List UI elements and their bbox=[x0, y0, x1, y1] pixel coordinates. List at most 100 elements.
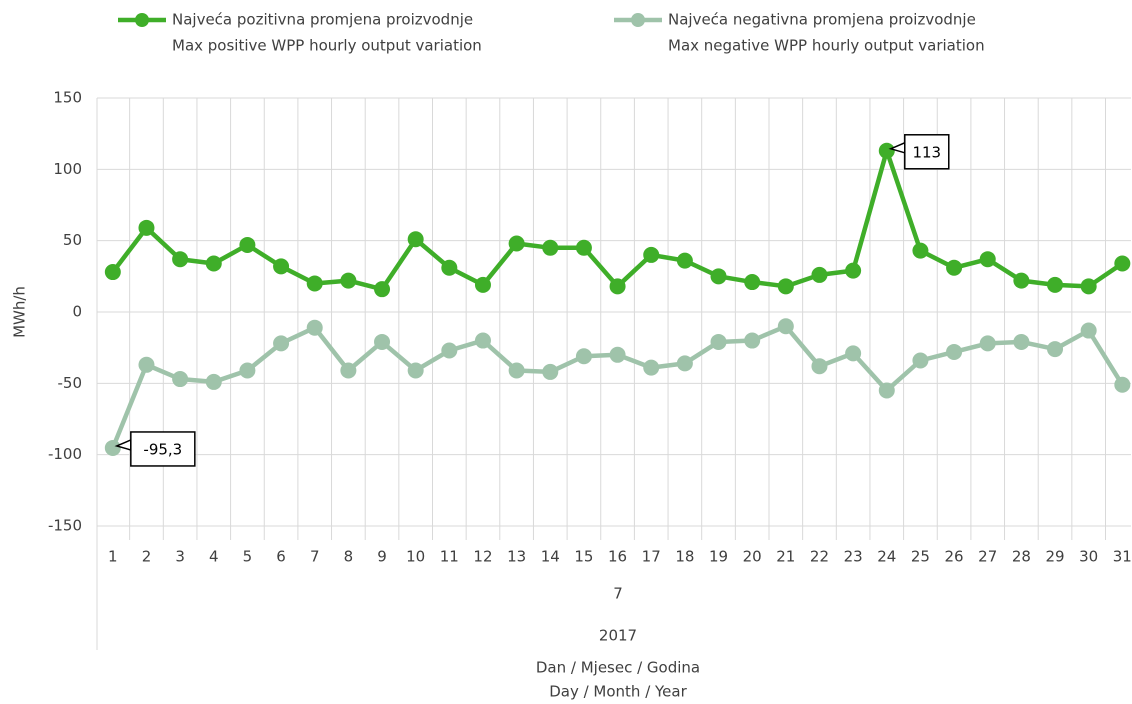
series-marker bbox=[643, 359, 660, 376]
series-marker bbox=[609, 346, 626, 363]
series-marker bbox=[441, 259, 458, 276]
x-tick-label: 24 bbox=[877, 548, 896, 566]
x-tick-label: 26 bbox=[945, 548, 964, 566]
series-marker bbox=[205, 255, 222, 272]
x-tick-label: 16 bbox=[608, 548, 627, 566]
x-tick-label: 27 bbox=[978, 548, 997, 566]
legend-label: Najveća pozitivna promjena proizvodnje bbox=[172, 11, 473, 29]
series-marker bbox=[979, 335, 996, 352]
series-marker bbox=[811, 266, 828, 283]
series-marker bbox=[878, 142, 895, 159]
series-marker bbox=[1013, 333, 1030, 350]
x-tick-label: 29 bbox=[1045, 548, 1064, 566]
legend-marker bbox=[135, 13, 149, 27]
series-marker bbox=[1114, 376, 1131, 393]
x-tick-label: 3 bbox=[175, 548, 185, 566]
series-marker bbox=[777, 278, 794, 295]
x-tick-label: 11 bbox=[440, 548, 459, 566]
series-marker bbox=[777, 318, 794, 335]
x-tick-label: 21 bbox=[776, 548, 795, 566]
series-marker bbox=[306, 319, 323, 336]
y-tick-label: -100 bbox=[48, 445, 82, 463]
series-marker bbox=[676, 252, 693, 269]
series-marker bbox=[407, 362, 424, 379]
series-marker bbox=[273, 335, 290, 352]
series-marker bbox=[508, 362, 525, 379]
series-marker bbox=[878, 382, 895, 399]
x-tick-label: 4 bbox=[209, 548, 219, 566]
x-axis-title: Day / Month / Year bbox=[549, 683, 687, 701]
series-marker bbox=[407, 231, 424, 248]
series-marker bbox=[912, 242, 929, 259]
series-marker bbox=[441, 342, 458, 359]
series-marker bbox=[676, 355, 693, 372]
series-marker bbox=[306, 275, 323, 292]
month-label: 7 bbox=[613, 585, 623, 603]
series-marker bbox=[340, 362, 357, 379]
x-tick-label: 5 bbox=[243, 548, 253, 566]
x-tick-label: 25 bbox=[911, 548, 930, 566]
series-marker bbox=[508, 235, 525, 252]
series-marker bbox=[138, 219, 155, 236]
x-tick-label: 14 bbox=[541, 548, 560, 566]
x-tick-label: 2 bbox=[142, 548, 152, 566]
x-tick-label: 22 bbox=[810, 548, 829, 566]
x-tick-label: 13 bbox=[507, 548, 526, 566]
series-marker bbox=[845, 345, 862, 362]
series-marker bbox=[811, 358, 828, 375]
x-tick-label: 31 bbox=[1113, 548, 1132, 566]
x-tick-label: 20 bbox=[743, 548, 762, 566]
series-marker bbox=[239, 236, 256, 253]
x-tick-label: 28 bbox=[1012, 548, 1031, 566]
series-marker bbox=[575, 348, 592, 365]
series-marker bbox=[542, 239, 559, 256]
series-marker bbox=[1047, 276, 1064, 293]
y-tick-label: -150 bbox=[48, 517, 82, 535]
series-marker bbox=[1080, 278, 1097, 295]
x-tick-label: 23 bbox=[844, 548, 863, 566]
series-marker bbox=[946, 343, 963, 360]
x-tick-label: 8 bbox=[344, 548, 354, 566]
series-marker bbox=[239, 362, 256, 379]
year-label: 2017 bbox=[599, 627, 637, 645]
series-marker bbox=[104, 264, 121, 281]
series-marker bbox=[1013, 272, 1030, 289]
y-tick-label: 100 bbox=[53, 160, 82, 178]
series-marker bbox=[542, 363, 559, 380]
data-label-box bbox=[904, 134, 950, 170]
series-marker bbox=[340, 272, 357, 289]
series-marker bbox=[609, 278, 626, 295]
series-marker bbox=[172, 371, 189, 388]
x-tick-label: 1 bbox=[108, 548, 118, 566]
series-marker bbox=[744, 274, 761, 291]
series-marker bbox=[474, 276, 491, 293]
series-marker bbox=[946, 259, 963, 276]
x-tick-label: 6 bbox=[276, 548, 286, 566]
series-marker bbox=[845, 262, 862, 279]
series-marker bbox=[1080, 322, 1097, 339]
y-tick-label: 0 bbox=[72, 303, 82, 321]
series-marker bbox=[575, 239, 592, 256]
x-tick-label: 15 bbox=[574, 548, 593, 566]
data-label: -95,3 bbox=[143, 440, 182, 458]
legend-marker bbox=[631, 13, 645, 27]
x-tick-label: 9 bbox=[377, 548, 387, 566]
x-tick-label: 30 bbox=[1079, 548, 1098, 566]
series-marker bbox=[273, 258, 290, 275]
x-tick-label: 7 bbox=[310, 548, 320, 566]
series-marker bbox=[710, 268, 727, 285]
series-marker bbox=[172, 251, 189, 268]
series-marker bbox=[1047, 341, 1064, 358]
x-axis-title: Dan / Mjesec / Godina bbox=[536, 659, 700, 677]
series-marker bbox=[744, 332, 761, 349]
x-tick-label: 12 bbox=[473, 548, 492, 566]
x-tick-label: 18 bbox=[675, 548, 694, 566]
series-marker bbox=[374, 333, 391, 350]
series-marker bbox=[643, 246, 660, 263]
legend-label: Najveća negativna promjena proizvodnje bbox=[668, 11, 976, 29]
legend-label: Max positive WPP hourly output variation bbox=[172, 37, 482, 55]
series-marker bbox=[1114, 255, 1131, 272]
y-tick-label: 150 bbox=[53, 89, 82, 107]
series-marker bbox=[374, 281, 391, 298]
